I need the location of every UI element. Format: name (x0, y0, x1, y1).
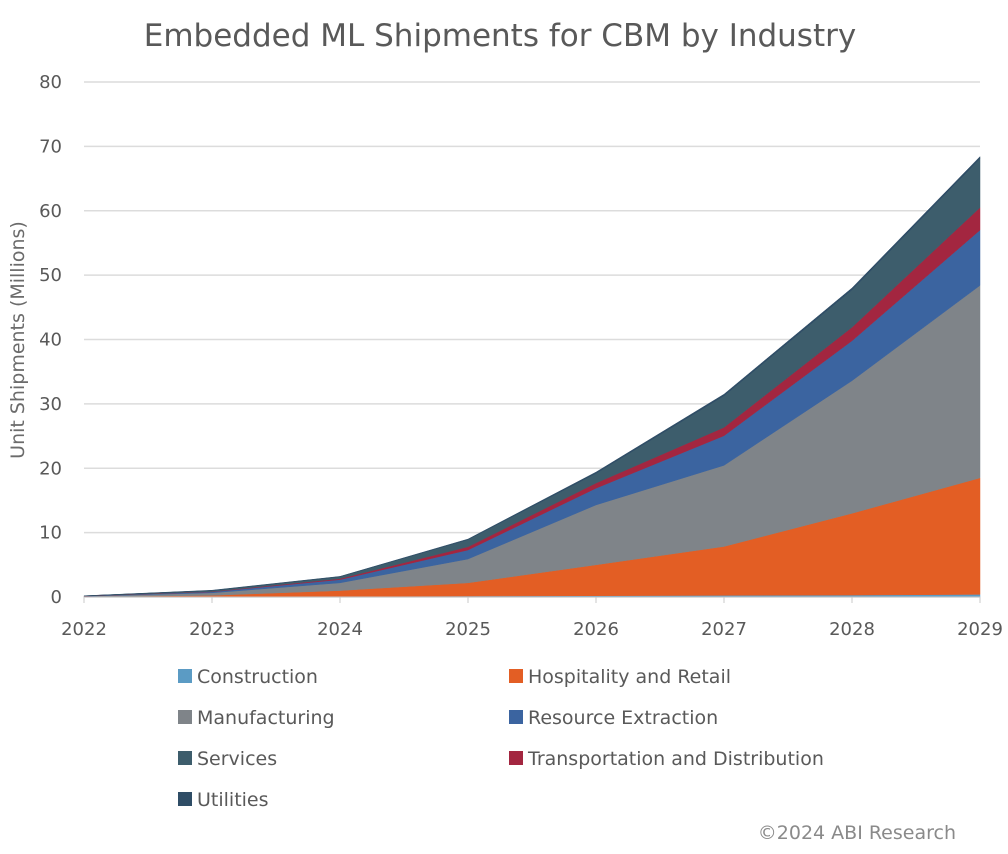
chart-title: Embedded ML Shipments for CBM by Industr… (144, 18, 856, 54)
gridlines (84, 81, 980, 598)
legend-item: Construction (178, 666, 318, 688)
area-utilities (83, 156, 981, 597)
legend: Construction Hospitality and Retail Manufa… (178, 666, 824, 811)
y-tick-label: 70 (39, 136, 62, 157)
x-tick-label: 2026 (573, 619, 619, 640)
legend-swatch (178, 751, 192, 765)
y-tick-label: 0 (51, 587, 62, 608)
legend-label: Resource Extraction (528, 707, 718, 729)
legend-item: Manufacturing (178, 707, 335, 729)
legend-item: Utilities (178, 789, 269, 811)
legend-item: Transportation and Distribution (509, 748, 824, 770)
legend-swatch (178, 792, 192, 806)
x-tick-label: 2028 (829, 619, 875, 640)
legend-swatch (509, 751, 523, 765)
legend-swatch (178, 669, 192, 683)
y-tick-label: 10 (39, 523, 62, 544)
x-tick-label: 2029 (957, 619, 1003, 640)
legend-label: Hospitality and Retail (528, 666, 731, 688)
y-tick-label: 80 (39, 72, 62, 93)
y-tick-label: 40 (39, 330, 62, 351)
legend-swatch (509, 710, 523, 724)
y-tick-label: 20 (39, 458, 62, 479)
y-tick-labels: 0 10 20 30 40 50 60 70 80 (39, 72, 62, 608)
x-tick-label: 2027 (701, 619, 747, 640)
legend-item: Services (178, 748, 277, 770)
y-axis-label: Unit Shipments (Millions) (7, 221, 29, 459)
legend-label: Construction (197, 666, 318, 688)
stacked-areas (83, 156, 981, 598)
legend-item: Hospitality and Retail (509, 666, 731, 688)
x-tick-label: 2025 (445, 619, 491, 640)
y-tick-label: 60 (39, 201, 62, 222)
legend-label: Utilities (197, 789, 269, 811)
y-tick-label: 50 (39, 265, 62, 286)
x-tick-label: 2023 (189, 619, 235, 640)
legend-swatch (178, 710, 192, 724)
legend-item: Resource Extraction (509, 707, 718, 729)
x-tick-label: 2022 (61, 619, 107, 640)
copyright-notice: ©2024 ABI Research (758, 822, 956, 844)
legend-label: Transportation and Distribution (527, 748, 824, 770)
legend-swatch (509, 669, 523, 683)
legend-label: Manufacturing (197, 707, 335, 729)
legend-label: Services (197, 748, 277, 770)
x-axis: 2022 2023 2024 2025 2026 2027 2028 2029 (61, 596, 1003, 640)
x-tick-label: 2024 (317, 619, 363, 640)
y-tick-label: 30 (39, 394, 62, 415)
